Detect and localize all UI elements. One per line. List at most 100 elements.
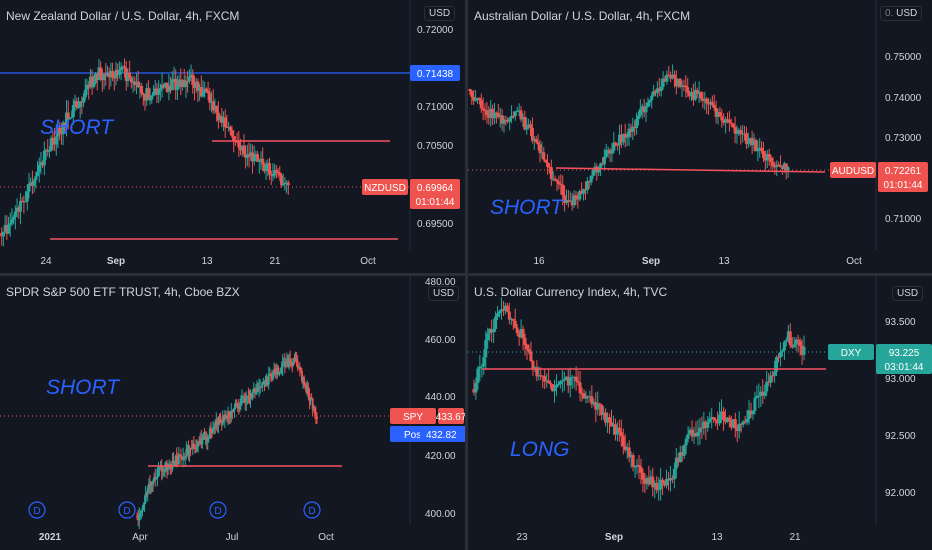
candle-body <box>152 480 155 485</box>
candle-body <box>509 318 513 320</box>
candle-body <box>582 189 586 194</box>
annotation-text: LONG <box>510 438 570 461</box>
candle-body <box>196 81 200 91</box>
chart-canvas[interactable]: 0.75000 0.74000 0.73000 0.71000 16 Sep 13 Oct SH… <box>468 0 932 273</box>
candle-body <box>751 410 755 415</box>
candle-body <box>203 88 207 93</box>
dividend-marker[interactable] <box>209 501 227 519</box>
candle-body <box>235 141 239 143</box>
currency-button[interactable]: USD <box>892 286 924 301</box>
chart-canvas[interactable]: 0.72000 0.71000 0.70500 0.69500 24 Sep 13 21 Oct… <box>0 0 465 273</box>
candle-body <box>727 119 731 123</box>
candle-body <box>308 393 311 401</box>
candle-body <box>253 388 256 393</box>
horizontal-divider[interactable] <box>0 273 932 276</box>
candle-body <box>782 341 786 351</box>
support-line[interactable] <box>555 167 826 173</box>
candle-body <box>790 345 794 348</box>
candle-body <box>549 167 553 179</box>
candle-body <box>767 381 771 383</box>
candle-body <box>167 85 171 92</box>
dividend-marker[interactable] <box>118 501 136 519</box>
currency-button[interactable]: USD <box>424 6 456 21</box>
dividend-marker[interactable] <box>303 501 321 519</box>
candle-body <box>708 101 712 105</box>
candle-body <box>602 412 606 416</box>
candle-body <box>298 367 301 371</box>
candle-body <box>259 158 263 161</box>
candle-body <box>216 420 219 425</box>
candle-body <box>498 311 502 314</box>
candle-body <box>794 339 798 345</box>
candle-body <box>767 154 771 158</box>
candle-body <box>598 403 602 405</box>
chart-pane-spy[interactable]: 480.00 460.00 440.00 420.00 400.00 2021 Apr Jul… <box>0 276 465 550</box>
time-tick: Sep <box>107 256 125 267</box>
annotation-text: SHORT <box>46 376 121 399</box>
candle-body <box>197 441 200 448</box>
candle-body <box>174 79 178 90</box>
candle-body <box>190 448 193 450</box>
candle-body <box>597 168 601 173</box>
candle-body <box>580 393 584 395</box>
candle-body <box>147 483 150 489</box>
candle-body <box>129 77 133 83</box>
candle-body <box>192 84 196 89</box>
candle-body <box>162 84 166 88</box>
candle-body <box>213 426 216 428</box>
candle-body <box>555 180 559 182</box>
candle-body <box>176 461 179 464</box>
candle-body <box>690 91 694 97</box>
candle-body <box>82 97 86 103</box>
candle-body <box>769 375 773 383</box>
chart-pane-dxy[interactable]: 93.500 93.000 92.500 92.000 23 Sep 13 21 LONG DXY… <box>468 276 932 550</box>
dividend-marker[interactable] <box>28 501 46 519</box>
price-tick: 0.70500 <box>417 141 454 152</box>
candle-body <box>245 154 249 158</box>
candle-body <box>503 305 507 311</box>
candle-body <box>574 376 578 382</box>
candle-body <box>619 134 623 143</box>
chart-pane-audusd[interactable]: 0.75000 0.74000 0.73000 0.71000 16 Sep 13 Oct SH… <box>468 0 932 273</box>
candle-body <box>476 368 480 383</box>
price-value: 0.72261 <box>885 166 922 177</box>
chart-pane-nzdusd[interactable]: 0.72000 0.71000 0.70500 0.69500 24 Sep 13 21 Oct… <box>0 0 465 273</box>
candle-body <box>232 410 235 412</box>
candle-body <box>153 476 156 481</box>
candle-body <box>648 99 652 103</box>
countdown: 01:01:44 <box>884 180 923 191</box>
currency-button[interactable]: 0. USD <box>880 6 923 21</box>
candle-body <box>771 375 775 377</box>
candle-body <box>305 384 308 392</box>
candle-body <box>779 165 783 168</box>
candle-body <box>700 427 704 429</box>
candle-body <box>22 201 26 203</box>
candle-body <box>540 152 544 154</box>
countdown: 01:01:44 <box>416 197 455 208</box>
candle-body <box>239 398 242 405</box>
chart-canvas[interactable]: 480.00 460.00 440.00 420.00 400.00 2021 Apr Jul… <box>0 276 465 550</box>
candle-body <box>179 455 182 458</box>
candle-body <box>718 414 722 424</box>
candle-body <box>201 438 204 444</box>
candle-body <box>496 113 500 118</box>
candle-body <box>211 431 214 433</box>
candle-body <box>776 357 780 359</box>
chart-title: U.S. Dollar Currency Index, 4h, TVC <box>474 285 668 299</box>
candle-body <box>491 108 495 119</box>
candle-body <box>184 81 188 87</box>
candle-body <box>727 417 731 421</box>
chart-canvas[interactable]: 93.500 93.000 92.500 92.000 23 Sep 13 21 LONG DXY… <box>468 276 932 550</box>
candle-body <box>124 68 128 81</box>
price-tick: 0.73000 <box>885 133 922 144</box>
candle-body <box>154 476 157 480</box>
candle-body <box>256 154 260 162</box>
candle-body <box>104 74 108 76</box>
currency-button[interactable]: USD <box>428 286 460 301</box>
candle-body <box>663 78 667 82</box>
candle-body <box>278 172 282 176</box>
candle-body <box>750 138 754 146</box>
candle-body <box>189 74 193 77</box>
candle-body <box>553 178 557 181</box>
candle-body <box>186 447 189 450</box>
